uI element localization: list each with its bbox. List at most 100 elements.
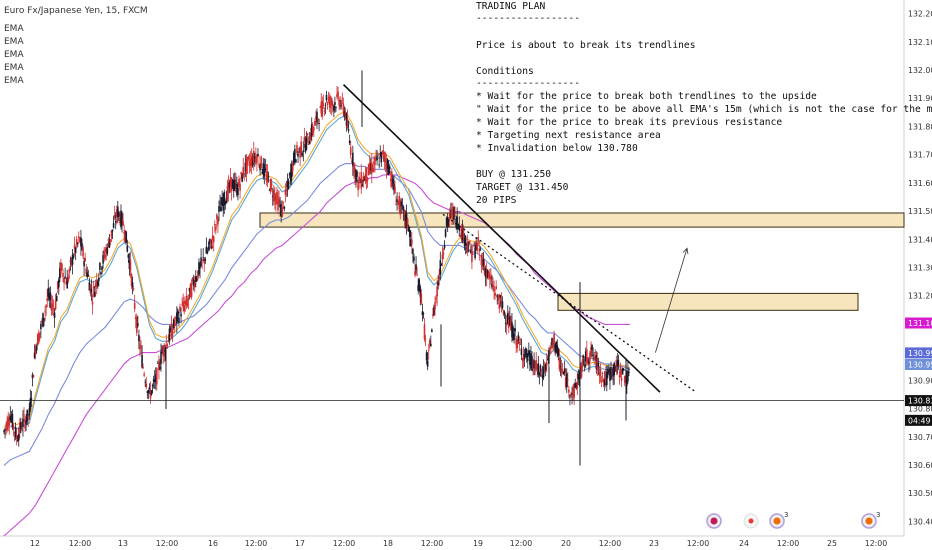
candle-body [539,365,542,372]
time-tick-label: 12:00 [599,539,622,548]
price-label-badge [905,317,932,329]
price-label-text: 131.105 [908,319,932,328]
price-label-text: 04:49 [908,416,931,425]
candle-body [46,298,49,301]
candle-body [589,352,591,361]
candle-body [189,283,192,298]
candle-body [353,163,355,173]
candle-body [501,301,504,309]
time-tick-label: 25 [827,539,837,548]
candle-body [222,200,225,211]
candle-body [430,343,432,347]
trading-plan-note[interactable]: TRADING PLAN ------------------ Price is… [476,1,932,206]
price-label-badge [905,347,932,359]
candle-body [588,361,590,364]
candle-body [272,189,275,202]
legend-ema-2[interactable]: EMA [4,37,24,47]
time-tick-label: 12:00 [687,539,710,548]
candle-body [13,432,16,434]
candle-body [505,323,508,326]
event-marker-4[interactable]: 3 [861,511,880,529]
candle-body [553,333,555,344]
candle-body [167,340,170,343]
candle-body [376,156,378,161]
candle-body [128,259,131,269]
candle-body [504,322,507,324]
candle-body [460,226,463,237]
candle-body [53,312,56,318]
candle-body [347,129,350,131]
legend-ema-3[interactable]: EMA [4,50,24,60]
candle-body [611,369,613,372]
candle-body [54,300,57,310]
candle-body [361,184,364,186]
legend[interactable]: Euro Fx/Japanese Yen, 15, FXCM EMA EMA E… [4,6,148,86]
candle-body [32,375,35,378]
candle-body [428,340,431,345]
candle-body [518,341,521,344]
candle-body [583,364,586,367]
candle-body [220,206,222,212]
candle-body [141,354,143,368]
candle-body [217,218,219,225]
candle-body [11,413,14,428]
candle-body [321,100,324,117]
candle-body [575,383,578,387]
candle-body [491,284,493,288]
event-markers[interactable]: 3 3 [706,511,880,529]
candle-body [296,145,298,153]
candle-body [358,176,360,181]
candle-body [621,367,624,375]
candle-body [478,248,481,252]
candle-body [238,179,240,187]
candle-body [608,371,610,373]
candle-body [493,286,495,292]
candle-body [37,333,40,343]
time-tick-label: 12:00 [156,539,179,548]
plot-area[interactable] [0,0,904,536]
candle-body [226,186,229,201]
candle-body [76,243,79,245]
event-marker-1[interactable] [706,513,722,529]
candle-body [537,363,540,375]
candle-body [5,424,7,428]
plan-line-15: 20 PIPS [476,195,517,206]
candle-body [309,132,312,140]
candle-body [90,288,93,293]
legend-ema-4[interactable]: EMA [4,63,24,73]
candle-body [267,176,270,178]
candle-body [225,197,228,204]
candle-body [159,366,161,369]
candle-body [562,371,565,374]
candle-body [581,359,584,367]
candle-body [229,177,232,187]
candle-body [513,334,515,341]
candle-body [464,236,467,246]
price-tick-label: 131.400 [908,235,932,244]
event-marker-2[interactable] [743,513,759,529]
candle-body [282,201,285,203]
price-labels: 131.105 130.999 130.958 130.830 04:49 [905,317,932,426]
candle-body [8,422,11,426]
candle-body [412,249,414,254]
time-axis[interactable] [0,536,932,550]
price-axis[interactable] [904,0,932,550]
candle-body [494,292,496,296]
candle-body [606,371,608,386]
candle-body [63,277,65,284]
resistance-zone-upper [259,212,905,228]
candle-body [183,304,186,312]
candle-body [371,162,373,174]
legend-ema-5[interactable]: EMA [4,76,24,86]
candle-body [84,257,86,262]
event-marker-3[interactable]: 3 [769,511,788,529]
legend-ema-1[interactable]: EMA [4,24,24,34]
candle-body [465,244,468,245]
candle-body [529,354,531,365]
candle-body [237,187,239,195]
plan-line-0: TRADING PLAN [476,1,546,12]
candle-body [274,193,276,201]
candle-body [469,241,471,244]
candle-body [95,279,98,288]
